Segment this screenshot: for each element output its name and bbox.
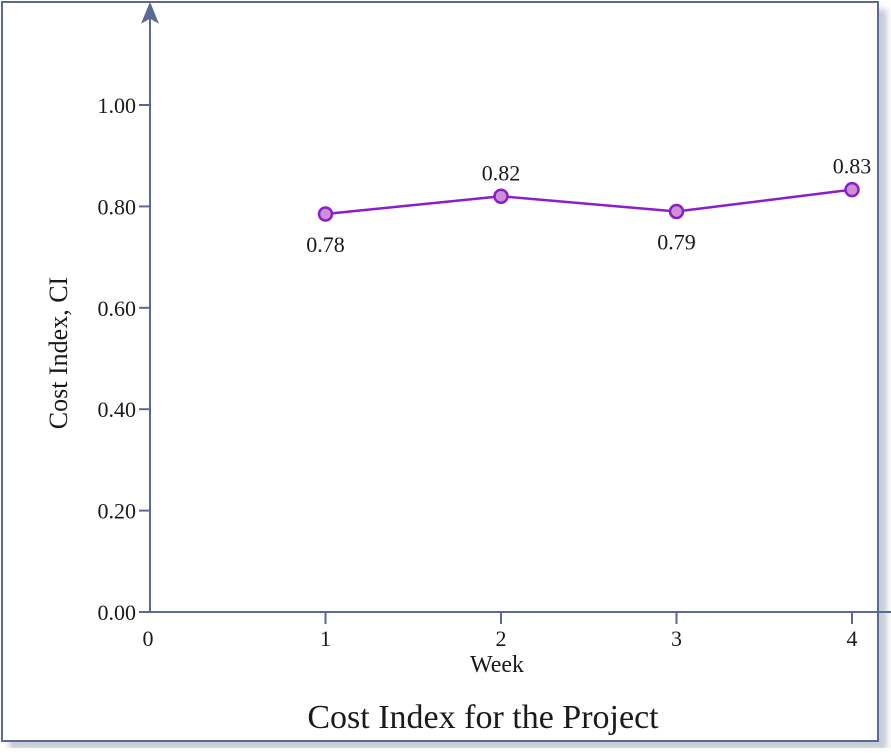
data-label: 0.83 — [833, 154, 872, 179]
y-axis-label: Cost Index, CI — [44, 277, 73, 429]
data-label: 0.79 — [657, 229, 696, 254]
x-axis-label: Week — [470, 652, 524, 678]
chart-title: Cost Index for the Project — [307, 699, 659, 736]
x-tick-label: 1 — [320, 626, 331, 651]
data-label: 0.82 — [482, 160, 521, 185]
series-layer: 0.78 0.82 0.79 0.83 — [306, 154, 871, 257]
data-point — [317, 206, 334, 222]
y-tick-label: 0.00 — [98, 600, 137, 625]
x-tick-label: 4 — [847, 626, 858, 651]
y-axis-arrow — [141, 1, 159, 24]
axes — [141, 1, 891, 613]
data-point — [668, 203, 685, 220]
chart-frame — [1, 1, 879, 742]
data-point — [844, 181, 860, 198]
ticks: 0.00 0.20 0.40 0.60 0.80 1.00 0 1 2 3 4 — [98, 93, 858, 651]
x-tick-label: 3 — [671, 626, 682, 651]
y-tick-label: 0.80 — [98, 194, 137, 219]
x-tick-label: 0 — [143, 626, 154, 651]
series-line — [325, 188, 853, 216]
y-tick-label: 0.40 — [98, 397, 137, 422]
y-tick-label: 0.20 — [98, 499, 137, 524]
data-point — [493, 188, 509, 205]
y-tick-label: 0.60 — [98, 296, 137, 321]
y-tick-label: 1.00 — [98, 93, 137, 118]
x-tick-label: 2 — [496, 626, 507, 651]
data-label: 0.78 — [306, 232, 345, 257]
